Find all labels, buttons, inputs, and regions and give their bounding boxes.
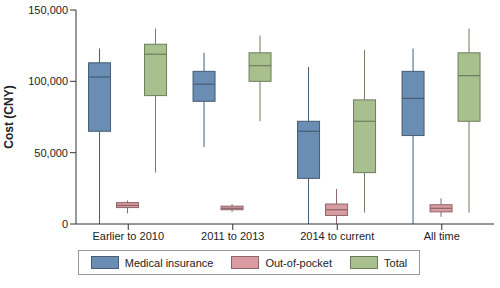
html-text:Total: Total [384, 256, 408, 269]
svg-text:2011 to 2013: 2011 to 2013 [201, 230, 264, 242]
svg-text:150,000: 150,000 [28, 4, 68, 16]
svg-text:All time: All time [424, 230, 460, 242]
svg-text:50,000: 50,000 [34, 147, 68, 159]
svg-text:Cost (CNY): Cost (CNY) [8, 85, 16, 148]
html-text:Medical insurance: Medical insurance [124, 256, 214, 269]
svg-text:Earlier to 2010: Earlier to 2010 [92, 230, 164, 242]
svg-text:100,000: 100,000 [28, 75, 68, 87]
html-text:Out-of-pocket: Out-of-pocket [265, 256, 332, 269]
svg-text:0: 0 [62, 218, 68, 230]
svg-text:2014 to current: 2014 to current [300, 230, 374, 242]
